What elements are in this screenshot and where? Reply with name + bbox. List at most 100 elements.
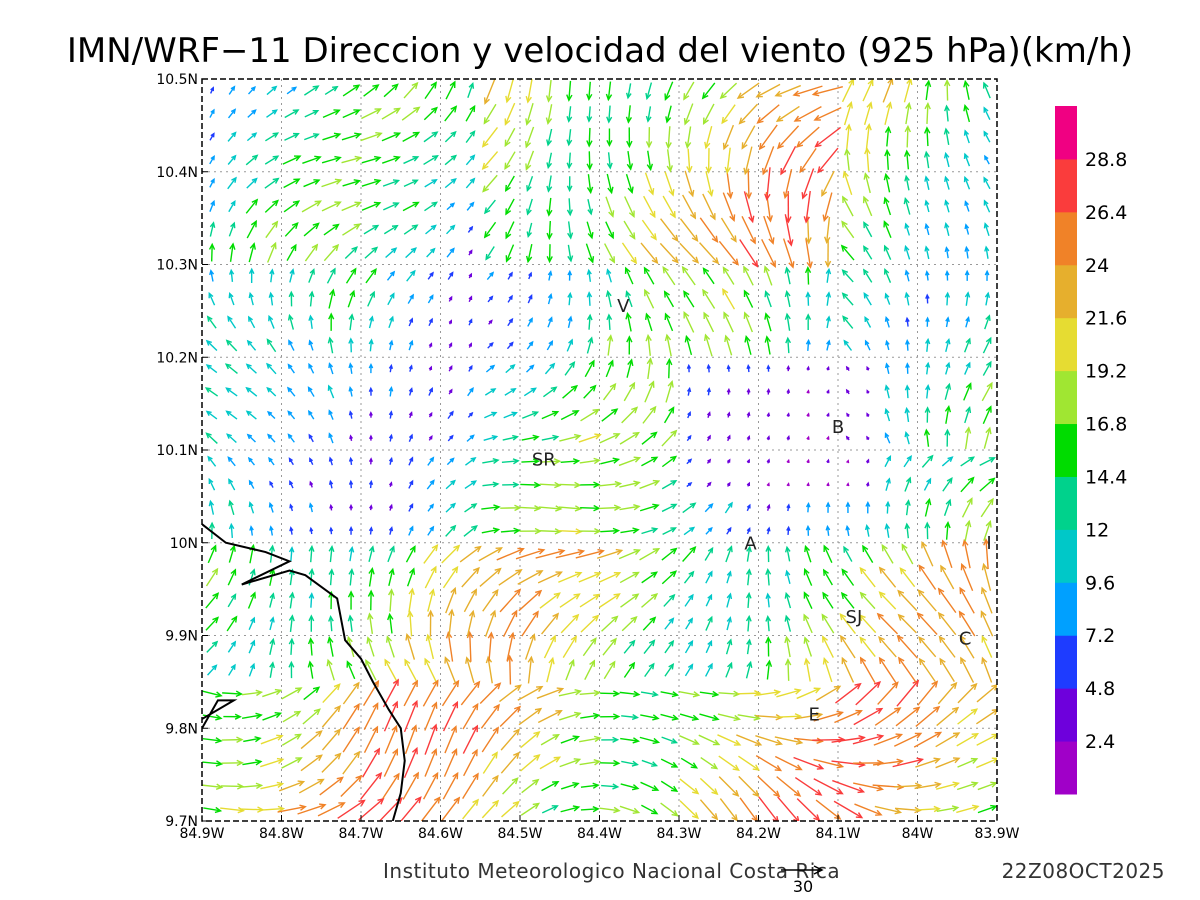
wind-vector	[757, 689, 782, 696]
wind-vector	[764, 335, 771, 355]
wind-vector	[935, 757, 961, 769]
wind-vector	[487, 295, 494, 303]
x-tick-label: 84.9W	[179, 826, 224, 842]
colorbar: 2.4 4.8 7.2 9.6 12 14.4 16.8 19.2 21.6 24 26.4 28.8	[1055, 106, 1127, 795]
wind-vector	[427, 503, 435, 512]
wind-vector	[504, 127, 516, 148]
wind-vector	[319, 776, 344, 796]
wind-vector	[525, 243, 533, 264]
wind-vector	[963, 382, 972, 401]
wind-vector	[586, 336, 594, 354]
wind-vector	[401, 106, 421, 121]
wind-vector	[342, 179, 362, 187]
wind-vector	[599, 504, 622, 511]
wind-vector	[298, 778, 325, 794]
reference-vector-label: 30	[793, 877, 813, 896]
wind-vector	[896, 679, 920, 707]
wind-vector	[736, 734, 763, 746]
wind-vector	[423, 543, 439, 564]
wind-vector	[664, 171, 675, 197]
reference-arrow-head	[813, 865, 824, 875]
wind-vector	[584, 359, 595, 378]
wind-vector	[746, 411, 751, 418]
wind-vector	[602, 382, 617, 401]
wind-vector	[303, 222, 320, 237]
wind-vector	[249, 525, 254, 536]
wind-vector	[578, 572, 602, 583]
wind-vector	[663, 593, 676, 607]
wind-vector	[428, 342, 433, 348]
wind-vector	[566, 176, 573, 193]
wind-vector	[864, 146, 871, 172]
wind-vector	[984, 245, 990, 259]
wind-vector	[644, 380, 655, 403]
wind-vector	[264, 177, 280, 189]
wind-vector	[720, 217, 737, 243]
wind-vector	[488, 319, 493, 325]
wind-vector	[662, 265, 676, 286]
wind-vector	[806, 458, 810, 464]
wind-vector	[322, 132, 342, 141]
wind-vector	[545, 79, 553, 103]
wind-vector	[328, 568, 335, 586]
wind-vector	[766, 411, 771, 418]
wind-vector	[765, 545, 772, 563]
wind-vector	[208, 242, 216, 262]
wind-vector	[580, 614, 600, 633]
wind-vector	[368, 545, 375, 563]
wind-vector	[586, 221, 594, 240]
wind-vector	[323, 243, 340, 262]
wind-vector	[579, 689, 602, 697]
wind-vector	[539, 528, 562, 535]
wind-vector	[424, 657, 437, 682]
wind-vector	[544, 362, 556, 375]
wind-vector	[904, 269, 910, 282]
wind-vector	[685, 617, 694, 630]
wind-vector	[541, 805, 559, 814]
wind-vector	[309, 457, 314, 465]
wind-vector	[348, 479, 354, 489]
wind-vector	[208, 477, 216, 491]
wind-vector	[247, 109, 257, 118]
wind-vector	[209, 269, 215, 282]
wind-vector	[582, 637, 597, 657]
wind-vector	[558, 528, 583, 535]
wind-vector	[498, 569, 523, 586]
wind-vector	[897, 656, 917, 684]
wind-vector	[924, 406, 931, 423]
wind-vector	[321, 155, 342, 164]
wind-vector	[546, 220, 553, 241]
y-tick-label: 10.5N	[156, 72, 198, 88]
wind-vector	[726, 526, 732, 535]
wind-vector	[983, 199, 991, 213]
wind-vector	[441, 679, 460, 707]
wind-vector	[326, 658, 335, 681]
wind-vector	[388, 315, 394, 329]
wind-vector	[726, 387, 731, 395]
wind-vector	[702, 193, 716, 221]
place-label: SR	[532, 449, 556, 470]
wind-vector	[777, 796, 800, 821]
wind-vector	[606, 128, 613, 148]
wind-vector	[505, 79, 514, 104]
wind-vector	[859, 566, 876, 588]
wind-vector	[260, 781, 285, 790]
wind-vector	[342, 750, 361, 775]
wind-vector	[400, 796, 422, 821]
wind-vector	[866, 365, 870, 371]
wind-vector	[501, 458, 520, 465]
wind-vector	[917, 589, 937, 612]
wind-vector	[277, 804, 307, 813]
wind-vector	[584, 659, 596, 681]
wind-vector	[441, 544, 461, 564]
wind-vector	[663, 406, 675, 424]
wind-vector	[283, 178, 301, 189]
wind-vector	[567, 244, 574, 263]
wind-vector	[873, 733, 904, 746]
wind-vector	[282, 710, 302, 723]
wind-vector	[369, 434, 373, 441]
wind-vector	[843, 339, 853, 351]
wind-vector	[726, 364, 731, 372]
wind-vector	[403, 679, 418, 707]
wind-vector	[262, 712, 283, 721]
